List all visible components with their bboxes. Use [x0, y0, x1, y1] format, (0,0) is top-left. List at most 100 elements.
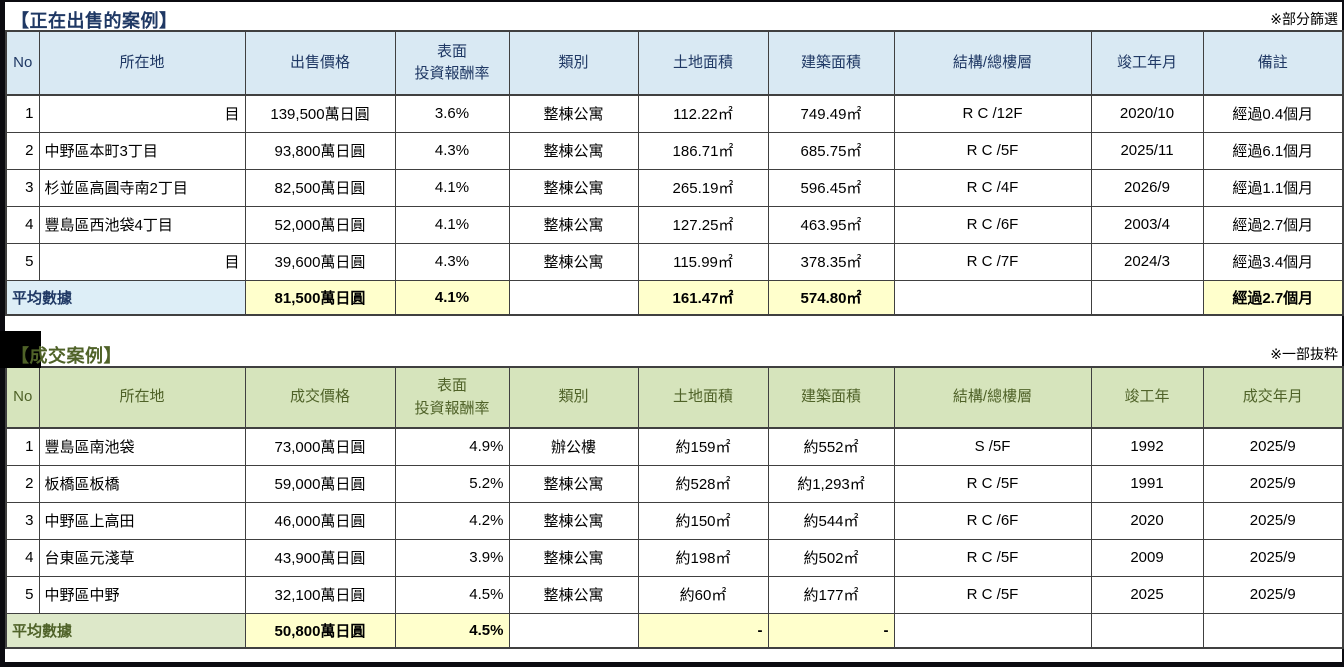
- summary-label[interactable]: 平均數據: [5, 279, 246, 316]
- cell[interactable]: 2025/11: [1090, 131, 1204, 170]
- cell[interactable]: 5.2%: [394, 464, 510, 503]
- cell[interactable]: 經過3.4個月: [1202, 242, 1344, 281]
- cell[interactable]: 板橋區板橋: [38, 464, 246, 503]
- cell[interactable]: 中野區上高田: [38, 501, 246, 540]
- cell[interactable]: 整棟公寓: [508, 242, 639, 281]
- cell[interactable]: 463.95㎡: [767, 205, 895, 244]
- cell[interactable]: 1991: [1090, 464, 1204, 503]
- cell[interactable]: 139,500萬日圓: [244, 94, 396, 133]
- cell[interactable]: 約502㎡: [767, 538, 895, 577]
- cell[interactable]: 1992: [1090, 427, 1204, 466]
- cell[interactable]: 經過1.1個月: [1202, 168, 1344, 207]
- cell[interactable]: R C /7F: [893, 242, 1092, 281]
- summary-cell[interactable]: 81,500萬日圓: [244, 279, 396, 316]
- col-header-gross-yield[interactable]: 表面 投資報酬率: [394, 366, 510, 429]
- cell[interactable]: 2026/9: [1090, 168, 1204, 207]
- cell[interactable]: 265.19㎡: [637, 168, 769, 207]
- summary-cell[interactable]: 574.80㎡: [767, 279, 895, 316]
- cell[interactable]: 4: [5, 538, 40, 577]
- cell[interactable]: 52,000萬日圓: [244, 205, 396, 244]
- cell[interactable]: 經過0.4個月: [1202, 94, 1344, 133]
- cell[interactable]: 4.9%: [394, 427, 510, 466]
- cell[interactable]: 4.5%: [394, 575, 510, 614]
- cell[interactable]: 2025/9: [1202, 538, 1344, 577]
- cell[interactable]: 378.35㎡: [767, 242, 895, 281]
- cell[interactable]: 3.6%: [394, 94, 510, 133]
- cell[interactable]: 1: [5, 427, 40, 466]
- cell[interactable]: 杉並區高圓寺南2丁目: [38, 168, 246, 207]
- cell[interactable]: 經過2.7個月: [1202, 205, 1344, 244]
- cell[interactable]: 5: [5, 242, 40, 281]
- summary-cell[interactable]: [1202, 612, 1344, 649]
- cell[interactable]: 1: [5, 94, 40, 133]
- col-header-location[interactable]: 所在地: [38, 366, 246, 429]
- summary-cell[interactable]: [1090, 279, 1204, 316]
- col-header-type[interactable]: 類別: [508, 30, 639, 96]
- col-header-sold-date[interactable]: 成交年月: [1202, 366, 1344, 429]
- cell[interactable]: 749.49㎡: [767, 94, 895, 133]
- col-header-building-area[interactable]: 建築面積: [767, 366, 895, 429]
- cell[interactable]: 4.3%: [394, 131, 510, 170]
- cell[interactable]: 2024/3: [1090, 242, 1204, 281]
- cell[interactable]: 整棟公寓: [508, 168, 639, 207]
- cell[interactable]: 目: [38, 94, 246, 133]
- cell[interactable]: R C /6F: [893, 205, 1092, 244]
- summary-label[interactable]: 平均數據: [5, 612, 246, 649]
- cell[interactable]: 約60㎡: [637, 575, 769, 614]
- cell[interactable]: 中野區中野: [38, 575, 246, 614]
- cell[interactable]: 4.1%: [394, 168, 510, 207]
- cell[interactable]: 約198㎡: [637, 538, 769, 577]
- col-header-completion-date[interactable]: 竣工年月: [1090, 30, 1204, 96]
- cell[interactable]: 2025/9: [1202, 501, 1344, 540]
- summary-cell[interactable]: [893, 612, 1092, 649]
- cell[interactable]: 3.9%: [394, 538, 510, 577]
- cell[interactable]: 約177㎡: [767, 575, 895, 614]
- cell[interactable]: 2003/4: [1090, 205, 1204, 244]
- cell[interactable]: 32,100萬日圓: [244, 575, 396, 614]
- cell[interactable]: 39,600萬日圓: [244, 242, 396, 281]
- cell[interactable]: 82,500萬日圓: [244, 168, 396, 207]
- cell[interactable]: R C /6F: [893, 501, 1092, 540]
- cell[interactable]: 2025/9: [1202, 464, 1344, 503]
- cell[interactable]: S /5F: [893, 427, 1092, 466]
- cell[interactable]: R C /4F: [893, 168, 1092, 207]
- cell[interactable]: 台東區元淺草: [38, 538, 246, 577]
- cell[interactable]: 約1,293㎡: [767, 464, 895, 503]
- cell[interactable]: 4.3%: [394, 242, 510, 281]
- cell[interactable]: 2020/10: [1090, 94, 1204, 133]
- col-header-type[interactable]: 類別: [508, 366, 639, 429]
- summary-cell[interactable]: -: [767, 612, 895, 649]
- cell[interactable]: 2: [5, 464, 40, 503]
- cell[interactable]: 豐島區西池袋4丁目: [38, 205, 246, 244]
- cell[interactable]: 2: [5, 131, 40, 170]
- cell[interactable]: 596.45㎡: [767, 168, 895, 207]
- cell[interactable]: 整棟公寓: [508, 538, 639, 577]
- col-header-structure-floors[interactable]: 結構/總樓層: [893, 30, 1092, 96]
- col-header-structure-floors[interactable]: 結構/總樓層: [893, 366, 1092, 429]
- cell[interactable]: 整棟公寓: [508, 501, 639, 540]
- col-header-sold-price[interactable]: 成交價格: [244, 366, 396, 429]
- cell[interactable]: 豐島區南池袋: [38, 427, 246, 466]
- cell[interactable]: 整棟公寓: [508, 575, 639, 614]
- cell[interactable]: 2020: [1090, 501, 1204, 540]
- cell[interactable]: 115.99㎡: [637, 242, 769, 281]
- summary-cell[interactable]: 4.5%: [394, 612, 510, 649]
- cell[interactable]: 中野區本町3丁目: [38, 131, 246, 170]
- summary-cell[interactable]: [1090, 612, 1204, 649]
- cell[interactable]: 2025/9: [1202, 427, 1344, 466]
- cell[interactable]: 59,000萬日圓: [244, 464, 396, 503]
- col-header-no[interactable]: No: [5, 30, 40, 96]
- col-header-land-area[interactable]: 土地面積: [637, 366, 769, 429]
- cell[interactable]: R C /5F: [893, 131, 1092, 170]
- cell[interactable]: 73,000萬日圓: [244, 427, 396, 466]
- cell[interactable]: 辦公樓: [508, 427, 639, 466]
- cell[interactable]: 整棟公寓: [508, 464, 639, 503]
- col-header-asking-price[interactable]: 出售價格: [244, 30, 396, 96]
- cell[interactable]: 3: [5, 501, 40, 540]
- summary-cell[interactable]: 161.47㎡: [637, 279, 769, 316]
- cell[interactable]: 整棟公寓: [508, 205, 639, 244]
- cell[interactable]: 112.22㎡: [637, 94, 769, 133]
- summary-cell[interactable]: [893, 279, 1092, 316]
- cell[interactable]: R C /5F: [893, 575, 1092, 614]
- cell[interactable]: R C /12F: [893, 94, 1092, 133]
